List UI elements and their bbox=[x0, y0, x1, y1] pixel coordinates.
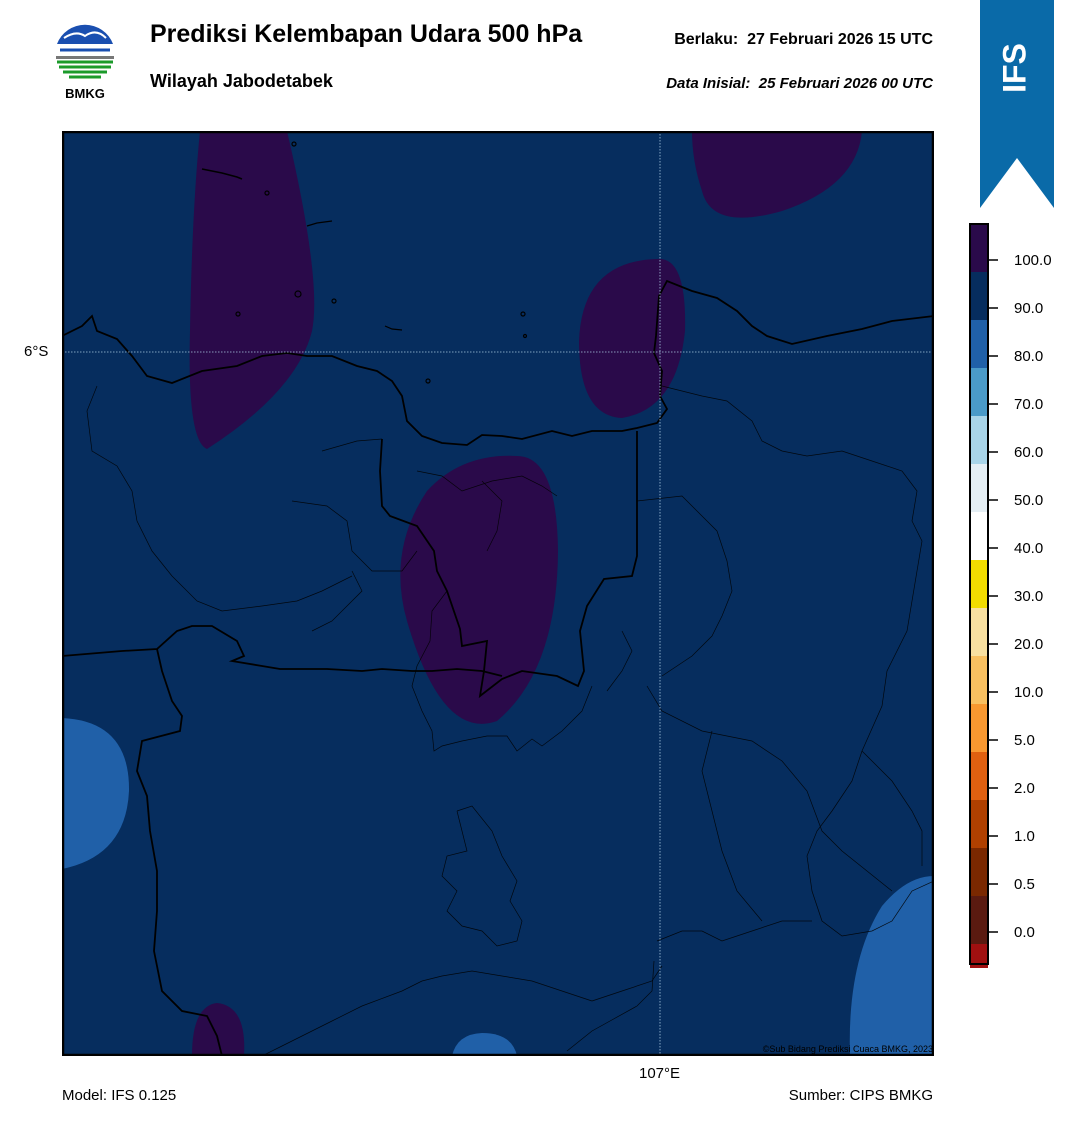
colorbar-frame bbox=[969, 223, 989, 965]
regency-boundary bbox=[291, 500, 418, 572]
humidity-map bbox=[62, 131, 934, 1056]
regency-boundary bbox=[656, 920, 812, 942]
colorbar-swatch bbox=[970, 464, 988, 512]
longitude-label: 107°E bbox=[639, 1065, 681, 1082]
colorbar-label: 2.0 bbox=[1014, 780, 1035, 797]
map-frame bbox=[62, 131, 934, 1056]
colorbar-swatch bbox=[970, 416, 988, 464]
valid-time-value: 27 Februari 2026 15 UTC bbox=[747, 31, 933, 48]
valid-time-label: Berlaku: bbox=[674, 31, 739, 48]
colorbar-label: 20.0 bbox=[1014, 636, 1043, 653]
colorbar-swatch bbox=[970, 944, 988, 968]
regency-boundary bbox=[646, 685, 893, 892]
init-time-value: 25 Februari 2026 00 UTC bbox=[758, 75, 933, 92]
bmkg-logo-icon bbox=[54, 21, 116, 83]
regency-boundary bbox=[321, 438, 383, 452]
colorbar-label: 30.0 bbox=[1014, 588, 1043, 605]
colorbar-label: 50.0 bbox=[1014, 492, 1043, 509]
regency-boundary bbox=[701, 730, 763, 922]
page-title: Prediksi Kelembapan Udara 500 hPa bbox=[150, 20, 583, 48]
ifs-badge: IFS bbox=[980, 0, 1054, 208]
colorbar-swatch bbox=[970, 272, 988, 320]
island bbox=[291, 141, 297, 147]
map-credit: ©Sub Bidang Prediksi Cuaca BMKG, 2023 bbox=[762, 1044, 933, 1054]
colorbar-label: 5.0 bbox=[1014, 732, 1035, 749]
coastline bbox=[62, 279, 934, 446]
province-boundary bbox=[62, 625, 503, 677]
init-time-label: Data Inisial: bbox=[666, 75, 751, 92]
island bbox=[522, 333, 528, 339]
island bbox=[520, 311, 526, 317]
regency-boundary bbox=[661, 385, 934, 937]
island bbox=[201, 168, 243, 180]
humidity-patch-80 bbox=[849, 876, 934, 1056]
island bbox=[235, 311, 241, 317]
latitude-label: 6°S bbox=[24, 343, 49, 360]
valid-time: Berlaku: 27 Februari 2026 15 UTC bbox=[674, 31, 933, 49]
colorbar-label: 0.0 bbox=[1014, 924, 1035, 941]
regency-boundary bbox=[86, 385, 353, 612]
colorbar-label: 60.0 bbox=[1014, 444, 1043, 461]
colorbar-swatch bbox=[970, 368, 988, 416]
province-boundary bbox=[379, 431, 638, 699]
colorbar-label: 10.0 bbox=[1014, 684, 1043, 701]
colorbar-swatch bbox=[970, 608, 988, 656]
province-boundary bbox=[136, 648, 223, 1056]
colorbar-legend: 100.0 90.0 80.0 70.0 60.0 50.0 40.0 30.0 20.0 10.… bbox=[969, 223, 1052, 968]
colorbar-swatch bbox=[970, 752, 988, 800]
regency-boundary bbox=[311, 570, 363, 632]
source-label: Sumber: CIPS BMKG bbox=[788, 1087, 933, 1104]
regency-boundary bbox=[411, 590, 593, 752]
page-subtitle: Wilayah Jabodetabek bbox=[150, 71, 333, 91]
colorbar-label: 0.5 bbox=[1014, 876, 1035, 893]
island bbox=[384, 325, 403, 331]
colorbar-swatch bbox=[970, 704, 988, 752]
model-label: Model: IFS 0.125 bbox=[62, 1087, 177, 1104]
colorbar-swatch bbox=[970, 512, 988, 560]
regency-boundary bbox=[261, 970, 593, 1056]
colorbar-swatch bbox=[970, 320, 988, 368]
colorbar-label: 1.0 bbox=[1014, 828, 1035, 845]
colorbar-swatch bbox=[970, 896, 988, 944]
logo-text: BMKG bbox=[65, 86, 105, 101]
regency-boundary bbox=[566, 960, 655, 1052]
colorbar-swatch bbox=[970, 800, 988, 848]
regency-boundary bbox=[591, 965, 663, 1002]
colorbar-swatch bbox=[970, 848, 988, 896]
humidity-patch-80 bbox=[62, 718, 130, 869]
regency-boundary bbox=[606, 630, 633, 692]
colorbar-label: 70.0 bbox=[1014, 396, 1043, 413]
regency-boundary bbox=[441, 805, 523, 947]
colorbar-swatch bbox=[970, 560, 988, 608]
humidity-patch-100 bbox=[400, 455, 558, 724]
island bbox=[264, 190, 270, 196]
regency-boundary bbox=[481, 480, 503, 552]
colorbar-label: 100.0 bbox=[1014, 252, 1052, 269]
colorbar-swatch bbox=[970, 656, 988, 704]
colorbar-label: 40.0 bbox=[1014, 540, 1043, 557]
humidity-patch-100 bbox=[692, 131, 862, 218]
island bbox=[331, 298, 337, 304]
regency-boundary bbox=[416, 470, 558, 497]
humidity-patch-80 bbox=[452, 1033, 517, 1056]
island bbox=[294, 290, 302, 298]
colorbar-label: 90.0 bbox=[1014, 300, 1043, 317]
humidity-patch-100 bbox=[189, 131, 315, 449]
colorbar-label: 80.0 bbox=[1014, 348, 1043, 365]
regency-boundary bbox=[861, 750, 923, 866]
ifs-badge-text: IFS bbox=[996, 43, 1032, 93]
regency-boundary bbox=[636, 495, 733, 677]
island bbox=[306, 220, 333, 227]
island bbox=[425, 378, 431, 384]
colorbar-swatch bbox=[970, 224, 988, 272]
init-time: Data Inisial: 25 Februari 2026 00 UTC bbox=[666, 75, 933, 92]
